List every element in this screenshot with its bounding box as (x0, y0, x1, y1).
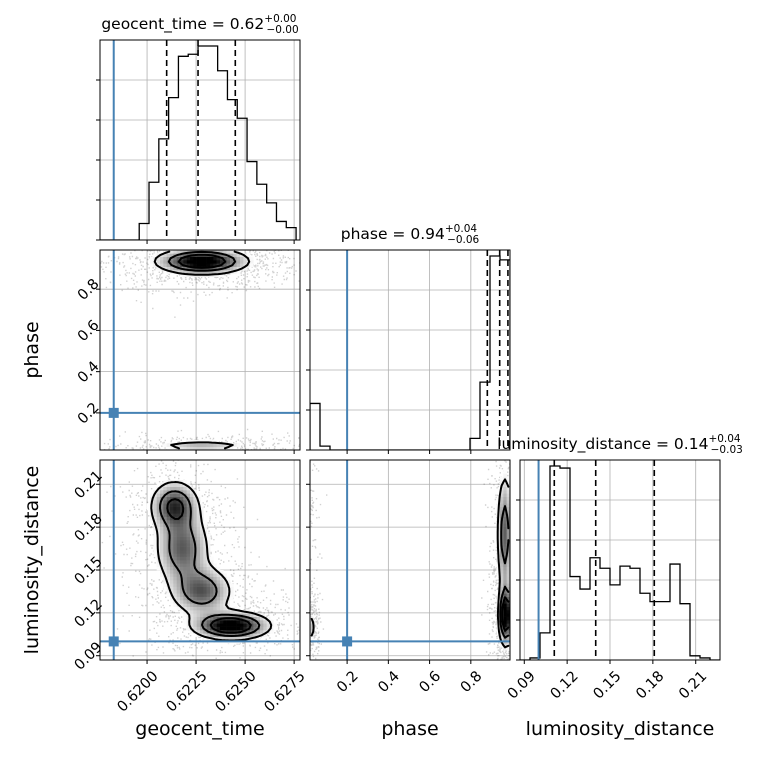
ytick-label-luminosity_distance-0: 0.09 (72, 639, 106, 673)
density-geocent_time-vs-luminosity_distance-contour-1 (159, 490, 261, 637)
hist-geocent_time-frame (99, 39, 301, 241)
xaxis-label-luminosity_distance: luminosity_distance (526, 718, 715, 740)
density-geocent_time-vs-phase-frame (99, 249, 301, 451)
ytick-label-luminosity_distance-3: 0.18 (72, 511, 106, 545)
xtick-label-phase-3: 0.8 (458, 668, 486, 696)
hist-geocent_time (96, 39, 301, 241)
density-geocent_time-vs-phase-truth-marker (108, 407, 119, 418)
hist-phase-frame (309, 249, 511, 451)
density-geocent_time-vs-luminosity_distance-frame (99, 459, 301, 661)
ytick-label-luminosity_distance-4: 0.21 (72, 468, 106, 502)
xtick-label-luminosity_distance-3: 0.18 (633, 668, 667, 702)
density-geocent_time-vs-phase-contour-1 (167, 250, 237, 272)
ytick-label-phase-0: 0.2 (75, 400, 103, 428)
xtick-label-luminosity_distance-4: 0.21 (676, 668, 710, 702)
title-geocent_time: geocent_time = 0.62+0.00 −0.00 (101, 13, 298, 36)
density-geocent_time-vs-luminosity_distance (99, 459, 301, 661)
title-luminosity_distance: luminosity_distance = 0.14+0.04 −0.03 (497, 433, 743, 456)
yaxis-label-phase: phase (21, 321, 43, 378)
ytick-label-phase-1: 0.4 (75, 359, 103, 387)
xtick-label-geocent_time-3: 0.6275 (262, 668, 309, 715)
density-geocent_time-vs-luminosity_distance-contour-2 (166, 498, 252, 634)
density-geocent_time-vs-phase-contour-0 (153, 250, 251, 450)
hist-luminosity_distance-frame (519, 459, 721, 661)
xaxis-label-geocent_time: geocent_time (135, 718, 264, 740)
xtick-label-phase-2: 0.6 (417, 668, 445, 696)
hist-phase (306, 249, 511, 451)
yaxis-label-luminosity_distance: luminosity_distance (21, 466, 43, 655)
xaxis-label-phase: phase (381, 718, 438, 740)
density-geocent_time-vs-luminosity_distance-truth-marker (108, 636, 119, 647)
hist-luminosity_distance (516, 459, 721, 661)
density-phase-vs-luminosity_distance-truth-marker (342, 636, 353, 647)
title-phase: phase = 0.94+0.04 −0.06 (341, 223, 480, 246)
xtick-label-geocent_time-0: 0.6200 (114, 668, 161, 715)
ytick-label-phase-3: 0.8 (75, 276, 103, 304)
density-phase-vs-luminosity_distance (309, 459, 511, 661)
density-phase-vs-luminosity_distance-contour-1 (499, 505, 510, 639)
density-phase-vs-luminosity_distance-contour-0 (310, 478, 510, 649)
density-phase-vs-luminosity_distance-frame (309, 459, 511, 661)
xtick-label-luminosity_distance-2: 0.15 (590, 668, 624, 702)
xtick-label-phase-0: 0.2 (334, 668, 362, 696)
ytick-label-luminosity_distance-2: 0.15 (72, 554, 106, 588)
xtick-label-phase-1: 0.4 (375, 668, 403, 696)
density-geocent_time-vs-phase (99, 249, 301, 451)
xtick-label-geocent_time-2: 0.6250 (213, 668, 260, 715)
hist-phase-step (310, 255, 510, 450)
density-geocent_time-vs-luminosity_distance-contour-0 (150, 481, 273, 642)
ytick-label-phase-2: 0.6 (75, 317, 103, 345)
hist-luminosity_distance-step (520, 465, 720, 660)
density-phase-vs-luminosity_distance-contour-2 (501, 596, 510, 632)
xtick-label-luminosity_distance-1: 0.12 (548, 668, 582, 702)
ytick-label-luminosity_distance-1: 0.12 (72, 597, 106, 631)
xtick-label-luminosity_distance-0: 0.09 (505, 668, 539, 702)
density-geocent_time-vs-phase-contour-2 (177, 253, 227, 269)
hist-geocent_time-step (100, 45, 297, 240)
xtick-label-geocent_time-1: 0.6225 (163, 668, 210, 715)
